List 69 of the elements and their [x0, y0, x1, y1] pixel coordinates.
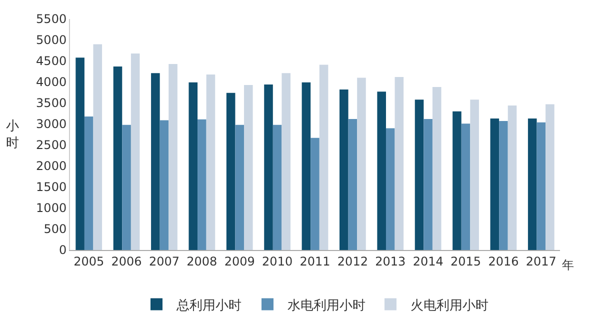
bar [377, 92, 386, 250]
bar [76, 58, 84, 250]
bar [272, 124, 282, 250]
x-tick-label: 2011 [300, 254, 330, 268]
bar [536, 122, 546, 250]
x-tick-label: 2008 [186, 254, 218, 268]
bar [348, 118, 358, 250]
bar [151, 73, 160, 250]
x-axis-title: 年 [562, 258, 574, 272]
bar [461, 124, 470, 250]
x-tick-label: 2009 [224, 254, 255, 268]
x-tick-label: 2006 [111, 254, 142, 268]
y-tick-label: 1500 [36, 180, 67, 194]
bar [490, 118, 500, 250]
bar [499, 121, 508, 250]
x-tick-label: 2012 [337, 254, 368, 268]
bar [470, 100, 479, 250]
x-tick-label: 2010 [262, 254, 293, 268]
legend-label: 水电利用小时 [288, 298, 366, 314]
y-tick-label: 2000 [36, 159, 67, 174]
y-tick-label: 5000 [36, 33, 67, 48]
y-tick-label: 0 [58, 243, 67, 258]
bar [508, 106, 517, 250]
x-tick-label: 2013 [375, 254, 406, 268]
bar [394, 76, 404, 250]
bar [432, 87, 442, 250]
bar [235, 124, 244, 250]
bar [319, 64, 328, 250]
bar [310, 138, 320, 250]
bar [546, 104, 554, 250]
bar [122, 124, 131, 250]
bar [424, 118, 432, 250]
bar [93, 44, 102, 250]
bar [160, 120, 169, 250]
y-tick-label: 4000 [36, 75, 67, 90]
y-axis-title: 小时 [6, 119, 19, 151]
x-tick-label: 2017 [526, 254, 556, 268]
y-tick-label: 4500 [36, 54, 67, 68]
y-tick-label: 3000 [36, 117, 67, 132]
x-tick-label: 2016 [488, 254, 519, 268]
x-tick-label: 2005 [74, 254, 104, 268]
bar [386, 128, 395, 250]
bar [264, 84, 273, 250]
bar [113, 66, 122, 250]
bar [198, 119, 206, 250]
bar [206, 74, 216, 250]
bar [188, 82, 198, 250]
y-tick-label: 3500 [36, 96, 67, 110]
bar [130, 53, 140, 250]
x-tick-label: 2015 [450, 254, 482, 268]
x-tick-label: 2014 [412, 254, 444, 268]
bar [340, 90, 348, 250]
bar [226, 92, 236, 250]
legend-label: 火电利用小时 [410, 298, 488, 314]
bar [528, 118, 537, 250]
y-tick-label: 1000 [36, 201, 67, 216]
bar [357, 78, 366, 250]
y-tick-label: 2500 [36, 138, 67, 152]
legend-label: 总利用小时 [176, 298, 242, 314]
bar [168, 64, 178, 250]
bar [452, 111, 462, 250]
y-tick-label: 5500 [36, 12, 67, 26]
y-tick-label: 500 [44, 222, 67, 236]
bar [84, 116, 94, 250]
x-tick-label: 2007 [148, 254, 180, 268]
bar [414, 100, 424, 250]
bar [244, 84, 253, 250]
bar [282, 73, 290, 250]
bar [302, 82, 311, 250]
